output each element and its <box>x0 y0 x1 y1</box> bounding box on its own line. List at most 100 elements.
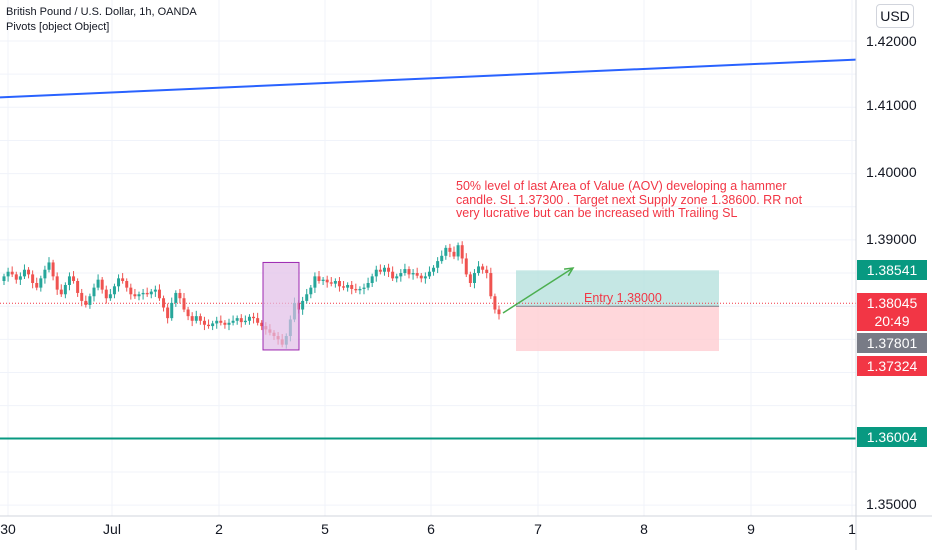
candle-body <box>227 322 231 325</box>
trade-annotation: 50% level of last Area of Value (AOV) de… <box>456 179 803 220</box>
candle-body <box>80 292 84 301</box>
candle-body <box>358 288 362 291</box>
candle-body <box>108 294 112 299</box>
arrow-head <box>563 267 575 277</box>
candle-body <box>47 262 51 270</box>
candle-body <box>366 282 370 288</box>
candle-body <box>174 292 178 303</box>
candle-body <box>309 287 313 295</box>
candle-body <box>395 276 399 279</box>
candle-body <box>194 316 198 321</box>
candle-body <box>419 275 423 279</box>
candle-body <box>374 269 378 277</box>
candle-body <box>235 318 239 321</box>
candle-body <box>456 245 460 257</box>
x-tick-label: 2 <box>215 521 223 537</box>
candle-body <box>415 273 419 276</box>
candle-body <box>125 281 129 288</box>
candle-body <box>121 278 125 282</box>
x-tick-label: 9 <box>747 521 755 537</box>
currency-button[interactable]: USD <box>876 4 914 28</box>
candle-body <box>92 287 96 297</box>
x-tick-label: Jul <box>103 521 121 537</box>
candle-body <box>186 309 190 317</box>
candle-body <box>452 251 456 257</box>
candle-body <box>72 276 76 282</box>
candle-body <box>497 309 501 315</box>
candle-body <box>440 255 444 262</box>
candle-body <box>313 276 317 288</box>
x-tick-label: 6 <box>427 521 435 537</box>
y-tick-label: 1.40000 <box>866 164 917 180</box>
candle-body <box>51 262 55 277</box>
last-price-tag: 1.38045 <box>857 293 927 313</box>
candle-body <box>411 273 415 275</box>
candle-body <box>382 267 386 272</box>
candle-body <box>6 271 10 277</box>
candle-body <box>243 320 247 323</box>
candle-body <box>215 320 219 324</box>
candle-body <box>178 292 182 299</box>
candle-body <box>317 276 321 282</box>
candle-body <box>14 274 18 280</box>
candle-body <box>223 322 227 325</box>
candle-body <box>35 282 39 288</box>
candle-body <box>166 307 170 319</box>
candle-body <box>489 273 493 297</box>
grid <box>0 0 856 516</box>
candle-body <box>2 276 6 282</box>
candle-body <box>39 278 43 288</box>
candle-body <box>145 292 149 295</box>
candle-body <box>256 318 260 323</box>
x-tick-label: 7 <box>534 521 542 537</box>
x-tick-label: 8 <box>640 521 648 537</box>
candle-body <box>207 324 211 327</box>
candle-body <box>468 274 472 283</box>
candle-body <box>231 320 235 323</box>
candle-body <box>198 316 202 321</box>
candle-body <box>137 294 141 297</box>
candle-body <box>182 298 186 310</box>
candle-body <box>43 269 47 279</box>
y-tick-label: 1.42000 <box>866 33 917 49</box>
candle-body <box>333 281 337 284</box>
candle-body <box>477 266 481 274</box>
candle-body <box>96 279 100 288</box>
candle-body <box>337 281 341 287</box>
x-tick-label: 1 <box>848 521 856 537</box>
highlight-box <box>262 261 300 351</box>
indicator-title: Pivots [object Object] <box>6 21 110 33</box>
candle-body <box>391 271 395 279</box>
candle-body <box>219 320 223 323</box>
candle-body <box>59 289 63 295</box>
candle-body <box>432 267 436 272</box>
candle-body <box>67 276 71 285</box>
candle-body <box>329 282 333 284</box>
candle-body <box>305 294 309 301</box>
candle-body <box>252 316 256 319</box>
candle-body <box>133 294 137 297</box>
candle-body <box>403 269 407 274</box>
candle-body <box>325 279 329 283</box>
trendline <box>0 58 857 99</box>
candle-body <box>10 271 14 275</box>
candle-body <box>436 261 440 268</box>
candle-body <box>260 322 264 327</box>
symbol-title: British Pound / U.S. Dollar, 1h, OANDA <box>6 6 197 18</box>
candle-body <box>157 289 161 299</box>
candle-body <box>378 269 382 272</box>
candle-body <box>76 281 80 293</box>
candle-body <box>211 323 215 327</box>
support-price-tag: 1.36004 <box>857 427 927 447</box>
candle-body <box>464 258 468 275</box>
x-tick-label: 30 <box>0 521 16 537</box>
candle-body <box>117 278 121 287</box>
candle-body <box>448 247 452 252</box>
candle-body <box>247 316 251 321</box>
arrow-line <box>502 267 574 314</box>
candle-body <box>100 279 104 290</box>
entry-price-tag: 1.37801 <box>857 333 927 353</box>
